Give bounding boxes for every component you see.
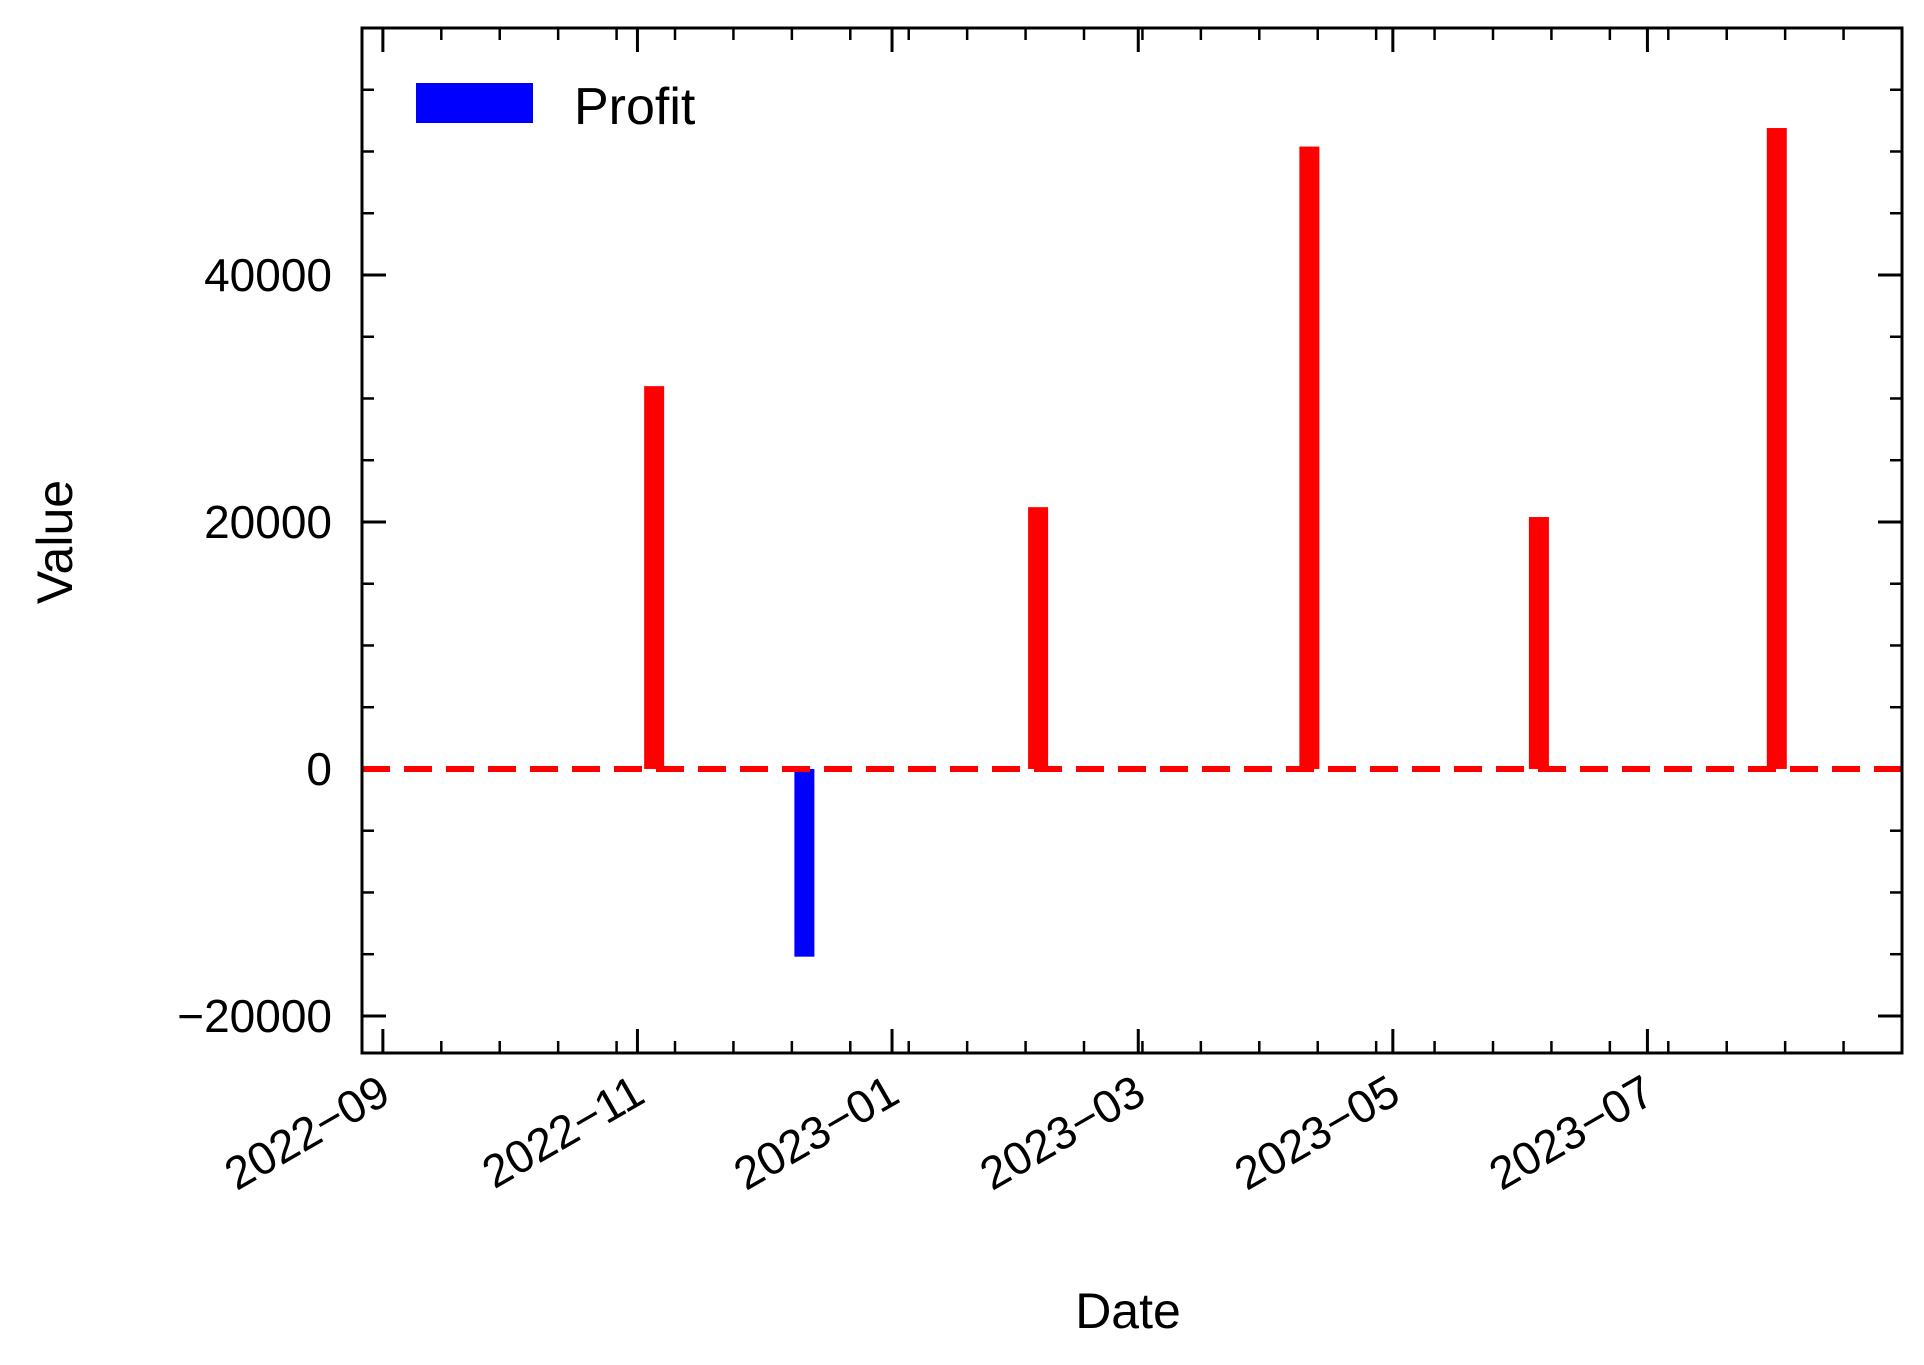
x-tick-label: 2022−11	[473, 1065, 652, 1199]
x-tick-label: 2023−03	[971, 1065, 1153, 1200]
minor-ticks	[362, 26, 1904, 1053]
y-tick-label: −20000	[177, 990, 332, 1042]
legend-swatch-profit	[416, 83, 533, 123]
x-tick-label: 2023−05	[1226, 1065, 1408, 1200]
y-axis-title: Value	[27, 480, 83, 604]
bars	[644, 128, 1787, 957]
x-tick-label: 2023−01	[725, 1065, 907, 1200]
x-axis-title: Date	[1075, 1283, 1181, 1339]
plot-frame	[360, 26, 1904, 1055]
legend-label-profit: Profit	[574, 78, 696, 136]
y-tick-label: 20000	[204, 496, 332, 548]
y-tick-labels: −20000 0 20000 40000	[177, 249, 332, 1042]
bar-2022-12-11	[794, 768, 815, 957]
legend: Profit	[416, 78, 696, 136]
bar-2022-11-05	[644, 386, 665, 769]
bar-2023-02-05	[1028, 507, 1049, 769]
bar-2023-08-01	[1766, 128, 1787, 769]
x-tick-labels: 2022−09 2022−11 2023−01 2023−03 2023−05 2023−…	[216, 1065, 1663, 1200]
bar-2023-06-05	[1528, 517, 1549, 769]
x-tick-label: 2022−09	[216, 1065, 398, 1200]
y-tick-label: 0	[306, 743, 332, 795]
major-ticks	[362, 28, 1902, 1053]
x-tick-label: 2023−07	[1480, 1065, 1662, 1200]
bar-2023-04-11	[1299, 146, 1320, 769]
y-tick-label: 40000	[204, 249, 332, 301]
